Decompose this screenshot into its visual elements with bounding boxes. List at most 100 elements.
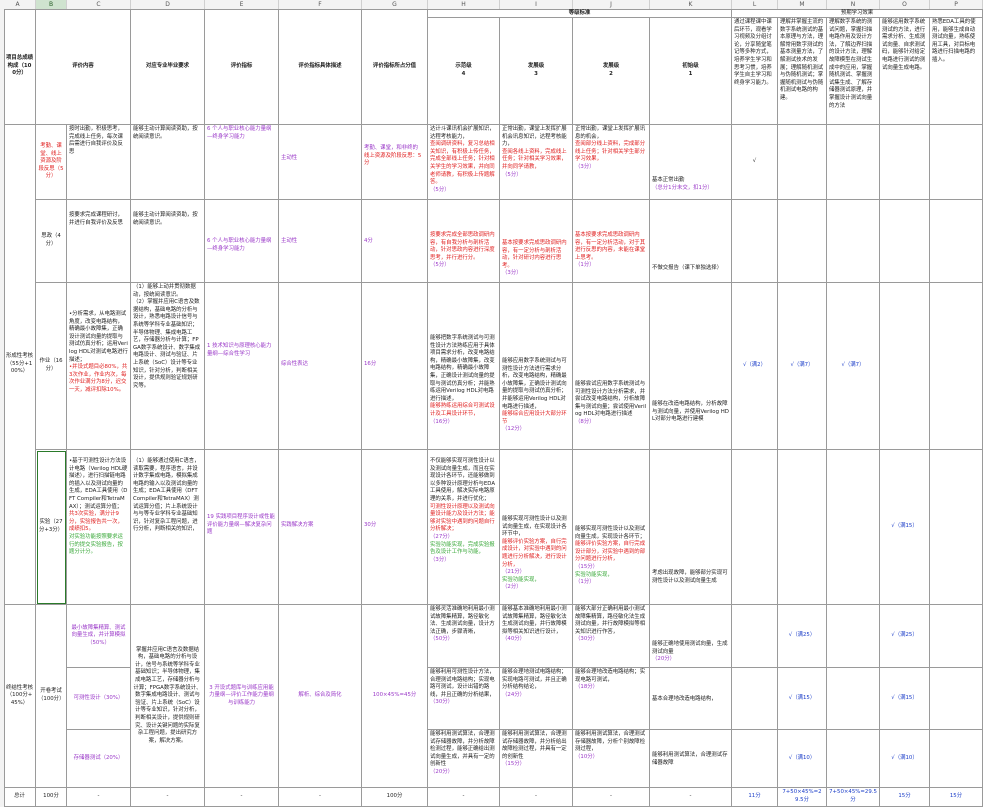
r4-d[interactable]: （1）能够通过使用C语言，读取需要，程序语言，并设计数字集成电路，模拟集成电路的…	[131, 450, 205, 605]
total-c[interactable]: -	[67, 788, 131, 807]
s2r2-i[interactable]: 能够合理地测试电路结构；实现电路可测试，并且正确分析结构结论， （24分）	[500, 668, 573, 730]
r4-n[interactable]	[827, 450, 880, 605]
s2r3-k[interactable]: 能够利用测试算法，合理测试存储器故障	[650, 730, 732, 788]
total-label[interactable]: 总计	[4, 788, 36, 807]
section-summative[interactable]: 终结性考核（100分+45%）	[4, 605, 36, 788]
r4-l[interactable]	[732, 450, 778, 605]
r1-k[interactable]: 基本正常出勤 （总分1分未交，扣1分）	[650, 125, 732, 200]
r2-i[interactable]: 基本按要求完成思政调研内容，有一定分析与剖析活动，针对研讨内容进行思考。 （3分…	[500, 200, 573, 283]
r3-g[interactable]: 16分	[362, 283, 428, 450]
grade-k-header[interactable]: 初始级 1	[650, 18, 732, 125]
r3-d[interactable]: （1）能够上动并贯彻数据动，按统阅读意识。 （2）掌握并应用C语言及数据结构，基…	[131, 283, 205, 450]
r4-c[interactable]: •基于可测性设计方法设计电路（Verilog HDL硬描述），进行扫描链电路的插…	[67, 450, 131, 605]
col-letter-l[interactable]: L	[732, 0, 778, 9]
s2r2-m[interactable]: √（满15）	[778, 668, 827, 730]
r2-h[interactable]: 按要求完成全部思政调研内容，有自我分析与剖析活动，针对思政内容进行深度思考，并行…	[428, 200, 500, 283]
r3-l[interactable]: √（满2）	[732, 283, 778, 450]
s2r1-k[interactable]: 能够正确地使用测试向量，生成测试向量 （20分）	[650, 605, 732, 668]
s2r1-c[interactable]: 最小故障集精算、测试向量生成，并计算模拟（50%）	[67, 605, 131, 668]
r3-n[interactable]: √（满7）	[827, 283, 880, 450]
s2-e[interactable]: 3 开设式题库与训练应用能力量纲—评价工作能力量纲与训练能力	[205, 605, 279, 788]
s2r2-j[interactable]: 能够合理地改造电路结构；实现电路可测试， （18分）	[573, 668, 650, 730]
s2r2-k[interactable]: 基本合理地改造电路结构，	[650, 668, 732, 730]
r2-k[interactable]: 不做交报告（课下单独选择）	[650, 200, 732, 283]
s2r1-n[interactable]	[827, 605, 880, 668]
expected-p[interactable]: 熟悉EDA工具的使用，能够生成自动测试向量，熟练使用工具，对目标电路进行扫描电路…	[930, 18, 983, 125]
total-i[interactable]: -	[500, 788, 573, 807]
grade-standard-header[interactable]: 等级标准	[428, 9, 732, 18]
r1-l[interactable]: √	[732, 125, 778, 200]
s2r3-n[interactable]	[827, 730, 880, 788]
header-col-d[interactable]: 对应专业毕业要求	[131, 9, 205, 125]
total-h[interactable]: -	[428, 788, 500, 807]
col-letter-h[interactable]: H	[428, 0, 500, 9]
col-letter-k[interactable]: K	[650, 0, 732, 9]
s2r3-c[interactable]: 存储器测试（20%）	[67, 730, 131, 788]
total-k[interactable]: -	[650, 788, 732, 807]
grade-j-header[interactable]: 发展级 2	[573, 18, 650, 125]
r1-g[interactable]: 考勤、课堂，和非终的 线上资源及阶段反思：5分	[362, 125, 428, 200]
r1-n[interactable]	[827, 125, 880, 200]
col-letter-o[interactable]: O	[880, 0, 930, 9]
s2r1-o[interactable]: √（满25）	[880, 605, 930, 668]
total-d[interactable]: -	[131, 788, 205, 807]
r2-o[interactable]	[880, 200, 930, 283]
col-letter-b[interactable]: B	[36, 0, 67, 9]
r1-b[interactable]: 考勤、课堂、线上资源及阶段反思（5分）	[36, 125, 67, 200]
r4-m[interactable]	[778, 450, 827, 605]
total-m[interactable]: 7+50×45%=29.5分	[778, 788, 827, 807]
r3-h[interactable]: 能够把数字系统测试与可测性设计方法熟练应用于具体项目需求分析，改变电路结构，精确…	[428, 283, 500, 450]
r1-i[interactable]: 正常出勤，课堂上发挥扩展机会讯息知识，达程考核能力， 查阅各线上资料，完成线上任…	[500, 125, 573, 200]
r3-f[interactable]: 综合性表达	[279, 283, 362, 450]
r3-p[interactable]	[930, 283, 983, 450]
s2r2-c[interactable]: 可测性设计（30%）	[67, 668, 131, 730]
s2r1-j[interactable]: 能够大部分正确利用最小测试故障集精算，路径敏化法生成测试向量，并行故障模拟等相关…	[573, 605, 650, 668]
total-l[interactable]: 11分	[732, 788, 778, 807]
section-formative[interactable]: 形成性考核（55分+100%）	[4, 125, 36, 605]
col-letter-n[interactable]: N	[827, 0, 880, 9]
r2-m[interactable]	[778, 200, 827, 283]
r4-p[interactable]	[930, 450, 983, 605]
s2r3-o[interactable]: √（满10）	[880, 730, 930, 788]
r3-i[interactable]: 能够应用数字系统测试与可测性设计方法进行需求分析，改变电路结构，精确最小故障集，…	[500, 283, 573, 450]
s2r1-p[interactable]	[930, 605, 983, 668]
s2r1-h[interactable]: 能够灵活准确地利用最小测试故障集精算，路径敏化法、生成测试向量，设计方法正确，步…	[428, 605, 500, 668]
r2-e[interactable]: 6 个人与职业核心能力量纲—终身学习能力	[205, 200, 279, 283]
expected-outcome-header[interactable]: 预期学习效果	[732, 9, 983, 18]
expected-l[interactable]: 通过课程课中课后环节，观看学习视频及分组讨论，分享随堂笔记等多种方式，培养学生学…	[732, 18, 778, 125]
r2-j[interactable]: 基本按要求完成思政调研内容，有一定分析活动，对于其进行反思的内容，未能在课堂上思…	[573, 200, 650, 283]
expected-n[interactable]: 理解数字系统的测试问题，掌握扫描电路作用及设计方法，了解边界扫描的设计方法，理解…	[827, 18, 880, 125]
r4-i[interactable]: 能够实现可测性设计以及测试向量生成，在实现设计各环节中， 能够评价实验方案，自行…	[500, 450, 573, 605]
r2-g[interactable]: 4分	[362, 200, 428, 283]
expected-m[interactable]: 理解并掌握主流的数字系统测试的基本原理与方法，理解常用数字测试的基本测量方法，了…	[778, 18, 827, 125]
s2-d[interactable]: 掌握并应用C语言及数据结构，基础电路的分析与设计，信号与系统等学科专业基础知识；…	[131, 605, 205, 788]
r2-b[interactable]: 思政（4分）	[36, 200, 67, 283]
s2-f[interactable]: 解析、综合及简化	[279, 605, 362, 788]
r4-k[interactable]: 考虑出现故障，能够部分实现可测性设计以及测试向量生成	[650, 450, 732, 605]
s2r3-h[interactable]: 能够利用测试算法，合理测试存储器故障，并分析故障检测过程，能够正确给出测试向量生…	[428, 730, 500, 788]
s2r3-j[interactable]: 能够利用测试算法，合理测试存储器故障，分析个别故障检测过程， （10分）	[573, 730, 650, 788]
s2r3-i[interactable]: 能够利用测试算法，合理测试存储器故障，并分析给出故障检测过程，并具有一定的创新性…	[500, 730, 573, 788]
r1-p[interactable]	[930, 125, 983, 200]
header-col-a[interactable]: 项目总成绩构成（100分）	[4, 9, 36, 125]
s2r2-n[interactable]	[827, 668, 880, 730]
header-col-f[interactable]: 评价指标具体描述	[279, 9, 362, 125]
r2-n[interactable]	[827, 200, 880, 283]
col-letter-p[interactable]: P	[930, 0, 983, 9]
header-col-b[interactable]: 评价内容	[36, 9, 131, 125]
expected-o[interactable]: 能够运用数字系统测试的方法，进行需求分析、生成测试向量、自求测试码，能够针对给定…	[880, 18, 930, 125]
s2r2-o[interactable]: √（满15）	[880, 668, 930, 730]
col-letter-a[interactable]: A	[0, 0, 36, 9]
total-p[interactable]: 15分	[930, 788, 983, 807]
r2-p[interactable]	[930, 200, 983, 283]
total-o[interactable]: 15分	[880, 788, 930, 807]
r2-f[interactable]: 主动性	[279, 200, 362, 283]
s2r3-m[interactable]: √（满10）	[778, 730, 827, 788]
r3-c[interactable]: •分析需求，从电路测试角度，改变电路结构，精确最小故障集，正确设计测试向量的提取…	[67, 283, 131, 450]
total-e[interactable]: -	[205, 788, 279, 807]
s2r2-h[interactable]: 能够利用可测性设计方法，合理测试电路结构；实现电路可测试，设计出错的路线，并且正…	[428, 668, 500, 730]
r4-o[interactable]: √（满15）	[880, 450, 930, 605]
s2r2-p[interactable]	[930, 668, 983, 730]
r4-h[interactable]: 不仅能够实现可测性设计以及测试向量生成，而且在实现设计各环节，还能够做到以多种设…	[428, 450, 500, 605]
total-j[interactable]: -	[573, 788, 650, 807]
